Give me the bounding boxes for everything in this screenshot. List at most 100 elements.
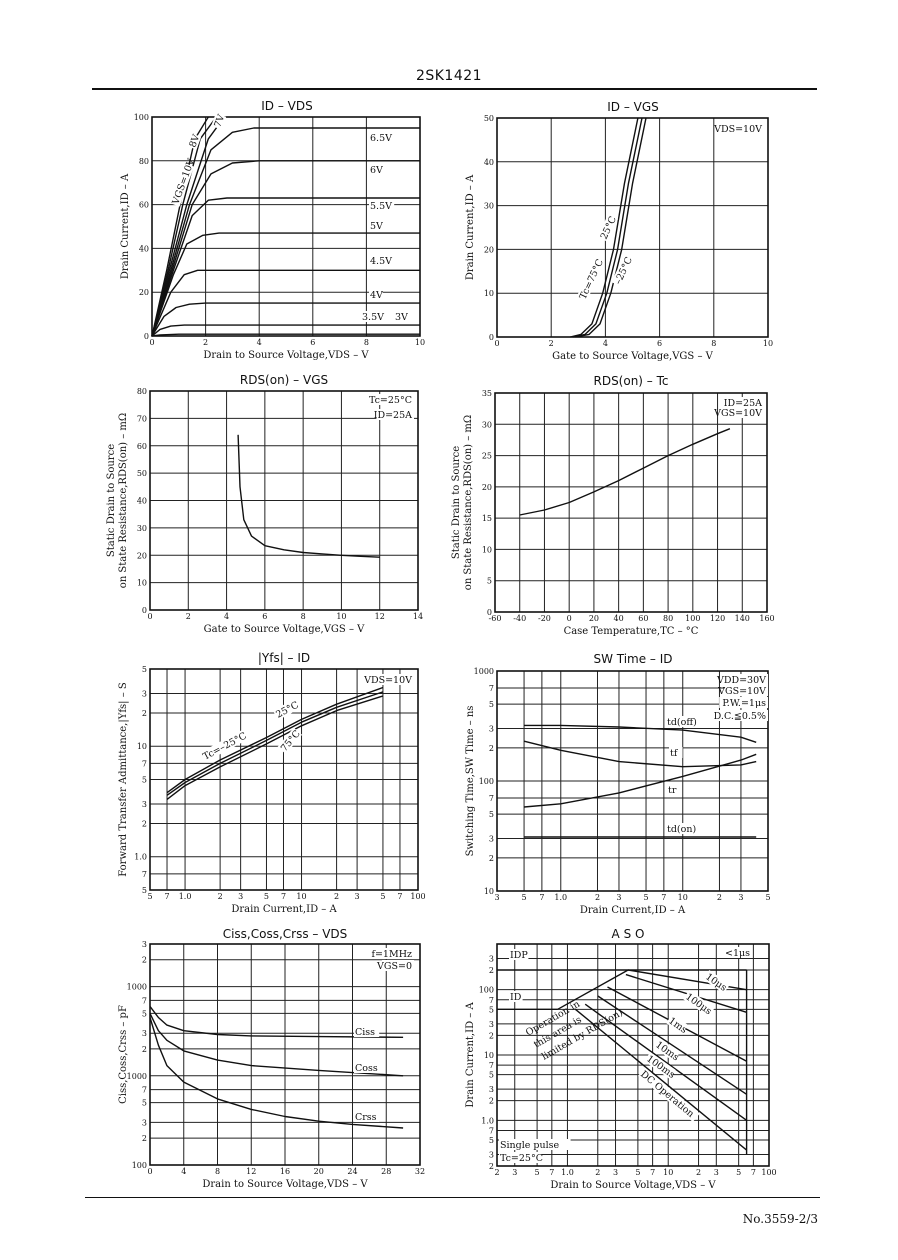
series-3-5v (151, 324, 420, 337)
series-10-s (627, 969, 747, 991)
series-td-off- (524, 724, 757, 743)
tick-label-x: 3 (613, 1168, 618, 1177)
tick-label-y: 0 (142, 606, 147, 615)
y-axis-label: Forward Transfer Admittance,|Yfs| – S (118, 682, 129, 877)
tick-label-y: 3 (142, 1029, 147, 1038)
x-axis-label: Case Temperature,TC – °C (564, 626, 699, 637)
tick-label-y: 10 (137, 742, 147, 751)
tick-label-y: 5 (489, 810, 494, 819)
tick-label-x: 2 (595, 893, 600, 902)
x-axis-label: Drain to Source Voltage,VDS – V (202, 1179, 368, 1190)
chart-c6: SW Time – ID 3 5 7 1.0 2 3 5 7 10 2 3 5 10 2 3 5 7 100 2 3 5 7… (465, 652, 771, 916)
tick-label-x: 2 (549, 339, 554, 348)
tick-label-y: 2 (489, 1097, 494, 1106)
annotation-bg (576, 258, 605, 302)
tick-label-y: 25 (482, 452, 492, 461)
condition-label: VGS=0 (376, 961, 412, 972)
tick-label-y: 2 (489, 1162, 494, 1171)
y-axis-label: Switching Time,SW Time – ns (465, 706, 476, 857)
plot-frame (496, 943, 770, 1167)
series-5-5v (151, 197, 420, 337)
y-axis-label: Drain Current,ID – A (465, 1002, 476, 1108)
tick-label-x: 3 (512, 1168, 517, 1177)
tick-label-x: 1.0 (561, 1168, 574, 1177)
tick-label-y: 10 (137, 579, 147, 588)
plot-frame (494, 392, 768, 613)
tick-label-x: 10 (415, 338, 425, 347)
annotation: tf (670, 748, 679, 759)
condition-label: D.C.≦0.5% (714, 711, 766, 722)
tick-label-x: 2 (696, 1168, 701, 1177)
y-axis-label: on State Resistance,RDS(on) – mΩ (118, 413, 129, 588)
tick-label-y: 0 (487, 608, 492, 617)
x-axis-label: Drain to Source Voltage,VDS – V (550, 1180, 716, 1191)
tick-label-x: 60 (638, 614, 648, 623)
annotation-bg (354, 1062, 380, 1073)
annotation: 4V (370, 290, 383, 301)
annotation-bg (669, 747, 683, 758)
y-axis-label: Drain Current,ID – A (465, 174, 476, 280)
tick-label-x: 28 (381, 1167, 391, 1176)
tick-label-x: 80 (663, 614, 673, 623)
tick-label-y: 1000 (127, 983, 147, 992)
condition-label: VDS=10V (363, 675, 412, 686)
tick-label-y: 1.0 (134, 853, 147, 862)
annotation: <1μs (725, 948, 750, 959)
tick-label-x: 8 (301, 612, 306, 621)
tick-label-y: 20 (484, 245, 494, 254)
series-crss (149, 1017, 404, 1129)
tick-label-x: 140 (735, 614, 750, 623)
plot-frame (496, 670, 769, 892)
tick-label-x: 5 (765, 893, 770, 902)
condition-bg (719, 697, 768, 708)
tick-label-x: 3 (616, 893, 621, 902)
series-5v (151, 232, 420, 337)
annotation-bg (186, 133, 202, 150)
tick-label-x: 10 (763, 339, 773, 348)
tick-label-x: 4 (181, 1167, 186, 1176)
page-ref: No.3559-2/3 (742, 1212, 818, 1226)
tick-label-x: 24 (347, 1167, 357, 1176)
annotation-bg (666, 1014, 689, 1035)
tick-label-y: 80 (139, 157, 149, 166)
annotation-bg (499, 1152, 542, 1163)
tick-label-x: 0 (147, 1167, 152, 1176)
annotation: td(on) (667, 824, 696, 835)
condition-bg (724, 685, 768, 696)
tick-label-y: 20 (137, 551, 147, 560)
tick-label-x: 7 (751, 1168, 756, 1177)
tick-label-y: 7 (489, 1126, 494, 1135)
tick-label-y: 80 (137, 387, 147, 396)
tick-label-x: 3 (714, 1168, 719, 1177)
series-75-c (166, 695, 384, 800)
annotation-bg (509, 991, 523, 1002)
condition-label: VGS=10V (717, 686, 766, 697)
annotation-bg (724, 947, 750, 958)
header-rule (92, 88, 817, 90)
tick-label-y: 7 (142, 759, 147, 768)
tick-label-x: 7 (549, 1168, 554, 1177)
series-4-5v (151, 269, 420, 337)
annotation: 5.5V (370, 201, 392, 212)
series-25-c (166, 691, 384, 796)
tick-label-y: 10 (484, 289, 494, 298)
tick-label-y: 5 (489, 700, 494, 709)
tick-label-y: 7 (142, 996, 147, 1005)
tick-label-y: 5 (142, 1009, 147, 1018)
annotation-bg (369, 289, 383, 300)
y-axis-label: Static Drain to Source (451, 446, 462, 559)
tick-label-x: 5 (635, 1168, 640, 1177)
tick-label-x: 5 (264, 892, 269, 901)
annotation-bg (653, 1038, 680, 1062)
tick-label-y: 3 (489, 835, 494, 844)
annotation-bg (644, 1052, 676, 1079)
plot-frame (151, 116, 421, 337)
tick-label-y: 5 (142, 1099, 147, 1108)
tick-label-y: 3 (489, 1020, 494, 1029)
tick-label-x: -60 (489, 614, 502, 623)
tick-label-y: 3 (489, 725, 494, 734)
tick-label-x: 2 (186, 612, 191, 621)
condition-label: VDS=10V (713, 124, 762, 135)
tick-label-x: 100 (685, 614, 700, 623)
tick-label-y: 100 (479, 986, 494, 995)
